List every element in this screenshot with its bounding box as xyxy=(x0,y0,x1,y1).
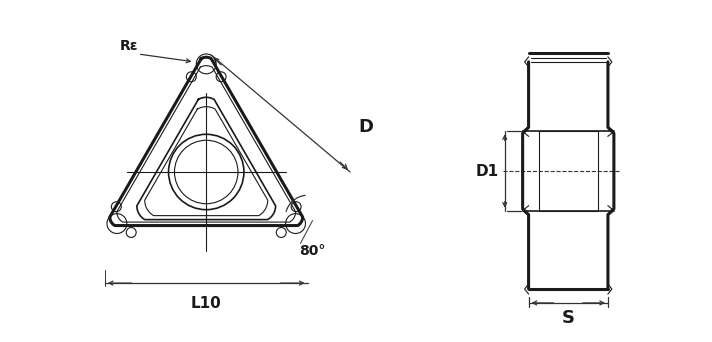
Text: L10: L10 xyxy=(191,296,221,311)
Text: D1: D1 xyxy=(476,163,499,179)
Text: 80°: 80° xyxy=(299,244,325,258)
Text: Rε: Rε xyxy=(120,39,138,53)
Text: S: S xyxy=(562,309,575,327)
Text: D: D xyxy=(358,118,373,136)
